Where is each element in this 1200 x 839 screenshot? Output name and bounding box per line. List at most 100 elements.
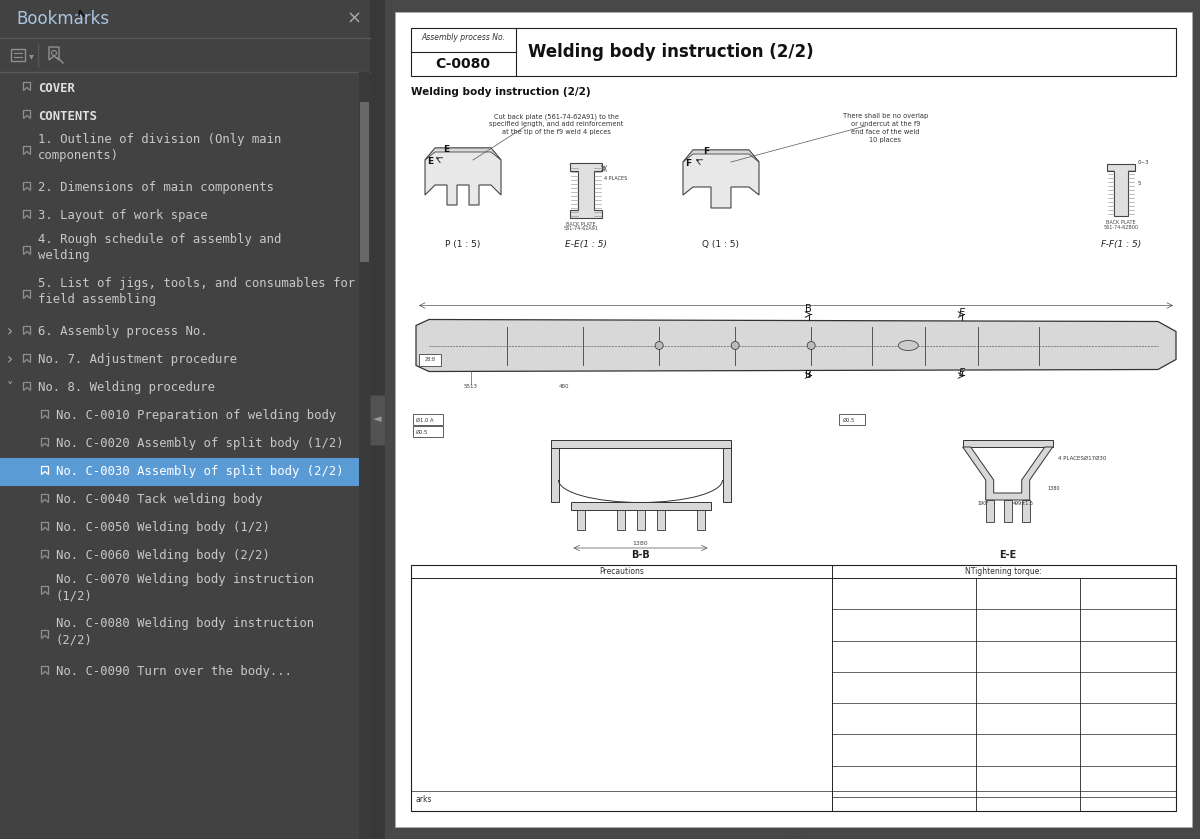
Text: 4 PLACES: 4 PLACES bbox=[604, 176, 628, 181]
Text: 5: 5 bbox=[1138, 181, 1141, 186]
Text: Welding body instruction (2/2): Welding body instruction (2/2) bbox=[528, 43, 814, 61]
Text: ›: › bbox=[7, 325, 13, 340]
Text: end face of the weld: end face of the weld bbox=[851, 129, 919, 135]
Polygon shape bbox=[683, 150, 760, 162]
Text: COVER: COVER bbox=[38, 81, 74, 95]
Text: No. C-0040 Tack welding body: No. C-0040 Tack welding body bbox=[56, 493, 263, 507]
Bar bbox=[395, 12, 1192, 827]
Text: No. C-0030 Assembly of split body (2/2): No. C-0030 Assembly of split body (2/2) bbox=[56, 466, 343, 478]
Text: 190°: 190° bbox=[978, 501, 990, 506]
Bar bbox=[1021, 500, 1030, 522]
Text: ˅: ˅ bbox=[7, 382, 13, 394]
Text: 6. Assembly process No.: 6. Assembly process No. bbox=[38, 326, 208, 338]
Text: E: E bbox=[443, 145, 449, 154]
Text: at the tip of the f9 weld 4 pieces: at the tip of the f9 weld 4 pieces bbox=[502, 129, 611, 135]
Text: 192: 192 bbox=[782, 836, 804, 839]
Text: Precautions: Precautions bbox=[599, 567, 644, 576]
Text: 1. Outline of division (Only main: 1. Outline of division (Only main bbox=[38, 133, 281, 147]
Bar bbox=[570, 502, 710, 510]
Polygon shape bbox=[425, 148, 502, 160]
Text: arks: arks bbox=[415, 795, 432, 804]
Text: (2/2): (2/2) bbox=[56, 633, 92, 647]
Bar bbox=[617, 510, 624, 530]
Text: ×: × bbox=[347, 10, 361, 28]
Text: F-F(1 : 5): F-F(1 : 5) bbox=[1100, 240, 1141, 249]
Bar bbox=[410, 565, 1176, 811]
Bar bbox=[370, 0, 385, 839]
Text: Ø0.5: Ø0.5 bbox=[842, 418, 854, 423]
Polygon shape bbox=[416, 320, 1176, 372]
Text: BACK PLATE: BACK PLATE bbox=[1106, 220, 1136, 225]
Bar bbox=[0, 458, 359, 486]
Text: BACK PLATE: BACK PLATE bbox=[566, 221, 596, 227]
Bar bbox=[419, 353, 442, 366]
Text: P (1 : 5): P (1 : 5) bbox=[445, 240, 481, 249]
Text: No. 7. Adjustment procedure: No. 7. Adjustment procedure bbox=[38, 353, 238, 367]
Bar bbox=[722, 448, 731, 502]
Text: No. 8. Welding procedure: No. 8. Welding procedure bbox=[38, 382, 215, 394]
Text: 5513: 5513 bbox=[464, 383, 478, 388]
Text: 561-74-62A91: 561-74-62A91 bbox=[564, 227, 599, 232]
Bar bbox=[576, 510, 584, 530]
Text: E: E bbox=[959, 308, 965, 317]
Text: No. C-0090 Turn over the body...: No. C-0090 Turn over the body... bbox=[56, 665, 292, 679]
Text: components): components) bbox=[38, 149, 119, 163]
Text: 3. Layout of work space: 3. Layout of work space bbox=[38, 210, 208, 222]
Polygon shape bbox=[1108, 164, 1135, 216]
Polygon shape bbox=[425, 148, 502, 205]
Circle shape bbox=[655, 341, 664, 350]
Text: F: F bbox=[703, 147, 709, 156]
Text: 5. List of jigs, tools, and consumables for: 5. List of jigs, tools, and consumables … bbox=[38, 278, 355, 290]
Bar bbox=[11, 49, 25, 61]
Text: No. C-0070 Welding body instruction: No. C-0070 Welding body instruction bbox=[56, 574, 314, 586]
Circle shape bbox=[731, 341, 739, 350]
Polygon shape bbox=[570, 163, 602, 217]
Text: No. C-0010 Preparation of welding body: No. C-0010 Preparation of welding body bbox=[56, 409, 336, 423]
Text: 28:8: 28:8 bbox=[425, 357, 436, 362]
Text: 2. Dimensions of main components: 2. Dimensions of main components bbox=[38, 181, 274, 195]
Text: No. C-0020 Assembly of split body (1/2): No. C-0020 Assembly of split body (1/2) bbox=[56, 437, 343, 451]
Text: No. C-0080 Welding body instruction: No. C-0080 Welding body instruction bbox=[56, 618, 314, 630]
Text: ›: › bbox=[7, 352, 13, 367]
Text: Welding body instruction (2/2): Welding body instruction (2/2) bbox=[410, 87, 590, 97]
Bar bbox=[656, 510, 665, 530]
Text: Assembly process No.: Assembly process No. bbox=[421, 34, 505, 43]
Text: 4. Rough schedule of assembly and: 4. Rough schedule of assembly and bbox=[38, 233, 281, 247]
Text: 480: 480 bbox=[559, 383, 569, 388]
Text: ▾: ▾ bbox=[29, 51, 34, 61]
Text: CONTENTS: CONTENTS bbox=[38, 110, 97, 122]
Text: 1380: 1380 bbox=[632, 541, 648, 546]
Text: or undercut at the f9: or undercut at the f9 bbox=[851, 121, 920, 127]
Text: No. C-0050 Welding body (1/2): No. C-0050 Welding body (1/2) bbox=[56, 522, 270, 534]
Text: NTightening torque:: NTightening torque: bbox=[966, 567, 1043, 576]
Text: 499±1.5: 499±1.5 bbox=[1013, 501, 1033, 506]
Text: Bookmarks: Bookmarks bbox=[16, 10, 109, 28]
Text: field assembling: field assembling bbox=[38, 294, 156, 306]
Bar bbox=[985, 500, 994, 522]
Text: B: B bbox=[805, 369, 812, 379]
Bar bbox=[551, 440, 731, 448]
Text: Ø1.0 A: Ø1.0 A bbox=[416, 418, 433, 423]
Text: There shall be no overlap: There shall be no overlap bbox=[842, 113, 928, 119]
Ellipse shape bbox=[899, 341, 918, 351]
Text: E: E bbox=[959, 367, 965, 378]
Text: (1/2): (1/2) bbox=[56, 590, 92, 602]
Text: 561-74-62B00: 561-74-62B00 bbox=[1104, 225, 1139, 230]
Text: Cut back plate (561-74-62A91) to the: Cut back plate (561-74-62A91) to the bbox=[493, 113, 618, 119]
Text: Ø0.5: Ø0.5 bbox=[416, 430, 428, 435]
Bar bbox=[410, 28, 1176, 76]
Bar bbox=[360, 102, 370, 262]
Bar bbox=[696, 510, 704, 530]
Text: B: B bbox=[805, 304, 812, 314]
Text: Q (1 : 5): Q (1 : 5) bbox=[702, 240, 739, 249]
Text: F: F bbox=[685, 159, 691, 168]
Bar bbox=[413, 414, 443, 425]
Text: ◄: ◄ bbox=[373, 414, 382, 425]
Text: E-E(1 : 5): E-E(1 : 5) bbox=[565, 240, 607, 249]
Text: 0~3: 0~3 bbox=[1138, 160, 1150, 165]
Bar bbox=[413, 426, 443, 437]
Text: 10 places: 10 places bbox=[869, 137, 901, 143]
Text: No. C-0060 Welding body (2/2): No. C-0060 Welding body (2/2) bbox=[56, 550, 270, 562]
Bar bbox=[636, 510, 644, 530]
Text: 1380: 1380 bbox=[1048, 486, 1061, 491]
